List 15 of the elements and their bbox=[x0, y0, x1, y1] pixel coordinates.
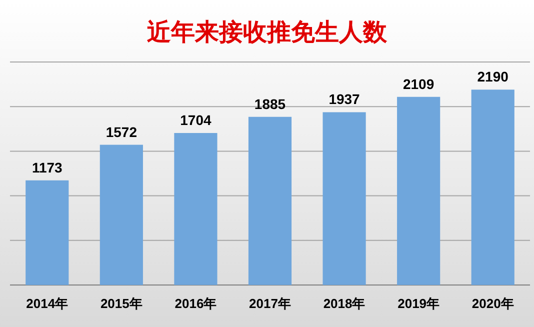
data-label: 1704 bbox=[180, 112, 212, 128]
data-label: 2190 bbox=[477, 68, 509, 85]
data-label: 1937 bbox=[328, 91, 360, 108]
data-label: 1572 bbox=[106, 124, 138, 140]
x-tick-label: 2019年 bbox=[398, 296, 440, 311]
data-label: 1885 bbox=[254, 96, 286, 112]
x-tick-label: 2020年 bbox=[472, 296, 514, 311]
data-label: 2109 bbox=[402, 76, 434, 92]
data-label: 1173 bbox=[32, 159, 63, 176]
x-tick-label: 2018年 bbox=[323, 296, 366, 311]
x-tick-label: 2015年 bbox=[100, 296, 142, 311]
x-tick-label: 2014年 bbox=[26, 296, 68, 311]
x-tick-label: 2016年 bbox=[174, 296, 217, 311]
x-tick-label: 2017年 bbox=[249, 296, 291, 311]
chart-title: 近年来接收推免生人数 bbox=[147, 19, 388, 46]
